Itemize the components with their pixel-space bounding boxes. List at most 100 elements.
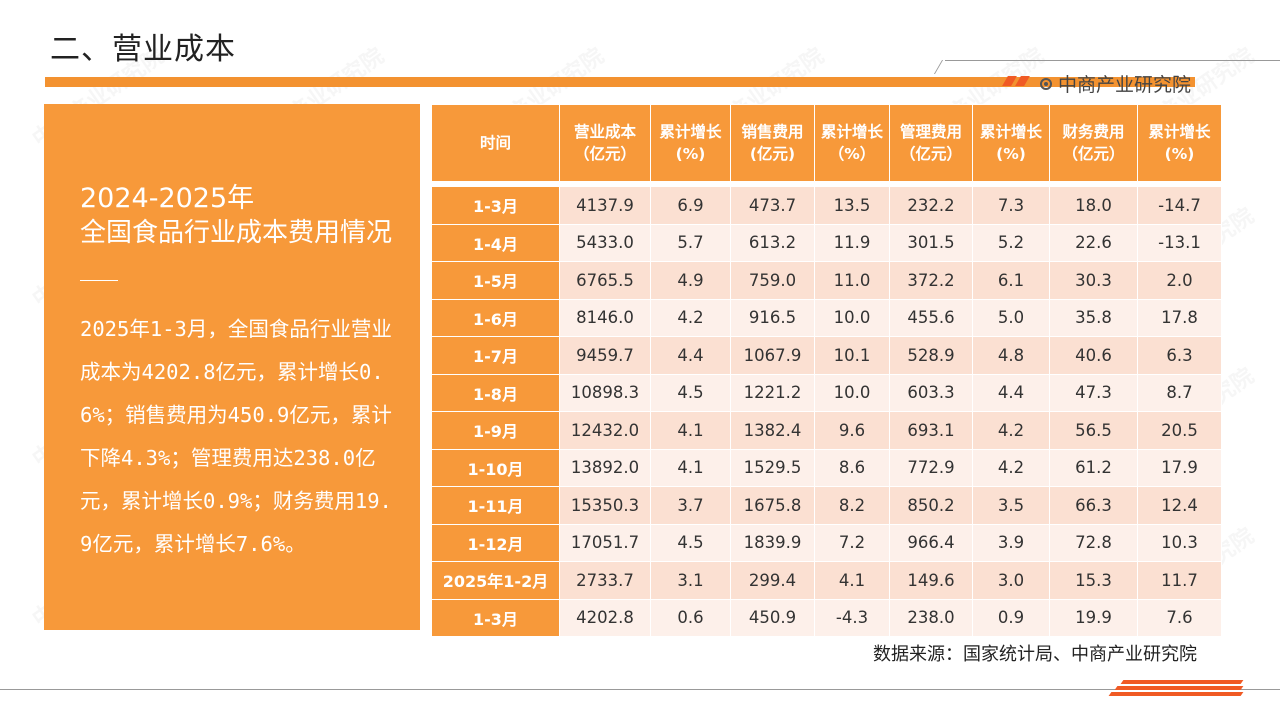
footer-stripes-icon [1108, 678, 1248, 698]
table-cell: -13.1 [1137, 223, 1222, 262]
panel-body-text: 2025年1-3月，全国食品行业营业成本为4202.8亿元，累计增长0.6%；销… [80, 317, 392, 556]
table-cell: 1529.5 [730, 448, 815, 487]
table-cell: 299.4 [730, 561, 815, 600]
table-cell: 13.5 [814, 186, 890, 225]
table-cell: 3.5 [972, 486, 1050, 525]
table-cell: -14.7 [1137, 186, 1222, 225]
table-cell: 9.6 [814, 411, 890, 450]
table-cell: 17.9 [1137, 448, 1222, 487]
table-row: 1-3月 4137.9 6.9 473.7 13.5 232.2 7.3 18.0 -14.7 [431, 186, 1222, 225]
table-cell: 1675.8 [730, 486, 815, 525]
table-row: 1-6月 8146.0 4.2 916.5 10.0 455.6 5.0 35.8 17.8 [431, 298, 1222, 337]
table-cell: 2.0 [1137, 261, 1222, 300]
table-cell: 22.6 [1049, 223, 1138, 262]
table-cell: 13892.0 [559, 448, 651, 487]
table-cell: 3.1 [650, 561, 731, 600]
row-period: 1-4月 [431, 223, 560, 262]
column-header: 累计增长(%) [1137, 104, 1222, 182]
panel-divider [80, 280, 118, 281]
table-cell: 8.2 [814, 486, 890, 525]
table-cell: 759.0 [730, 261, 815, 300]
row-period: 1-9月 [431, 411, 560, 450]
table-row: 1-10月 13892.0 4.1 1529.5 8.6 772.9 4.2 61.2 17.9 [431, 448, 1222, 487]
table-cell: 4202.8 [559, 598, 651, 637]
column-header: 财务费用（亿元） [1049, 104, 1138, 182]
table-cell: 11.0 [814, 261, 890, 300]
row-period: 1-12月 [431, 523, 560, 562]
table-cell: 455.6 [889, 298, 973, 337]
table-cell: 613.2 [730, 223, 815, 262]
table-cell: 56.5 [1049, 411, 1138, 450]
row-period: 1-10月 [431, 448, 560, 487]
table-cell: 603.3 [889, 373, 973, 412]
table-cell: 6765.5 [559, 261, 651, 300]
table-cell: 850.2 [889, 486, 973, 525]
table-cell: 5433.0 [559, 223, 651, 262]
row-period: 1-3月 [431, 186, 560, 225]
table-cell: 10.3 [1137, 523, 1222, 562]
table-cell: 301.5 [889, 223, 973, 262]
table-cell: 11.9 [814, 223, 890, 262]
table-cell: 7.3 [972, 186, 1050, 225]
table-cell: 17.8 [1137, 298, 1222, 337]
table-cell: 8.6 [814, 448, 890, 487]
header-rule-tick [933, 60, 944, 74]
table-cell: 9459.7 [559, 336, 651, 375]
brand-stripes-icon [1002, 76, 1031, 86]
row-period: 1-7月 [431, 336, 560, 375]
table-cell: 7.6 [1137, 598, 1222, 637]
table-cell: 18.0 [1049, 186, 1138, 225]
table-cell: 10.1 [814, 336, 890, 375]
table-cell: 6.1 [972, 261, 1050, 300]
table-row: 1-3月 4202.8 0.6 450.9 -4.3 238.0 0.9 19.9 7.6 [431, 598, 1222, 637]
column-header: 销售费用(亿元) [730, 104, 815, 182]
table-cell: 4.1 [650, 411, 731, 450]
table-cell: 15350.3 [559, 486, 651, 525]
data-source-note: 数据来源：国家统计局、中商产业研究院 [873, 644, 1197, 665]
title-accent-bar [45, 77, 1195, 87]
table-cell: 238.0 [889, 598, 973, 637]
panel-year: 2024-2025年 [80, 183, 255, 214]
table-cell: 2733.7 [559, 561, 651, 600]
table-row: 1-7月 9459.7 4.4 1067.9 10.1 528.9 4.8 40.6 6.3 [431, 336, 1222, 375]
table-row: 1-9月 12432.0 4.1 1382.4 9.6 693.1 4.2 56.5 20.5 [431, 411, 1222, 450]
row-period: 1-11月 [431, 486, 560, 525]
table-cell: 1067.9 [730, 336, 815, 375]
table-cell: 372.2 [889, 261, 973, 300]
table-cell: 149.6 [889, 561, 973, 600]
table-cell: 3.9 [972, 523, 1050, 562]
table-cell: 232.2 [889, 186, 973, 225]
table-cell: 1382.4 [730, 411, 815, 450]
table-cell: 4.2 [972, 448, 1050, 487]
row-period: 1-5月 [431, 261, 560, 300]
table-cell: 17051.7 [559, 523, 651, 562]
table-cell: 3.0 [972, 561, 1050, 600]
table-cell: 10898.3 [559, 373, 651, 412]
summary-panel: 2024-2025年 全国食品行业成本费用情况 2025年1-3月，全国食品行业… [44, 104, 420, 630]
header-rule [945, 60, 1280, 61]
cost-table: 时间 营业成本（亿元） 累计增长(%) 销售费用(亿元) 累计增长（%） 管理费用（亿元）… [431, 104, 1222, 637]
table-cell: 15.3 [1049, 561, 1138, 600]
column-header: 时间 [431, 104, 560, 182]
table-cell: 4137.9 [559, 186, 651, 225]
table-cell: 4.4 [972, 373, 1050, 412]
table-cell: 450.9 [730, 598, 815, 637]
table-cell: 916.5 [730, 298, 815, 337]
target-icon [1040, 77, 1052, 90]
table-cell: 6.3 [1137, 336, 1222, 375]
table-cell: 7.2 [814, 523, 890, 562]
table-row: 1-5月 6765.5 4.9 759.0 11.0 372.2 6.1 30.3 2.0 [431, 261, 1222, 300]
table-cell: 4.2 [650, 298, 731, 337]
row-period: 2025年1-2月 [431, 561, 560, 600]
table-cell: 0.6 [650, 598, 731, 637]
table-cell: 0.9 [972, 598, 1050, 637]
table-cell: 4.5 [650, 373, 731, 412]
footer-rule [0, 689, 1280, 690]
page-title: 二、营业成本 [50, 32, 236, 67]
table-cell: 11.7 [1137, 561, 1222, 600]
table-cell: 473.7 [730, 186, 815, 225]
table-cell: 1839.9 [730, 523, 815, 562]
table-cell: 61.2 [1049, 448, 1138, 487]
row-period: 1-3月 [431, 598, 560, 637]
table-row: 2025年1-2月 2733.7 3.1 299.4 4.1 149.6 3.0 15.3 11… [431, 561, 1222, 600]
